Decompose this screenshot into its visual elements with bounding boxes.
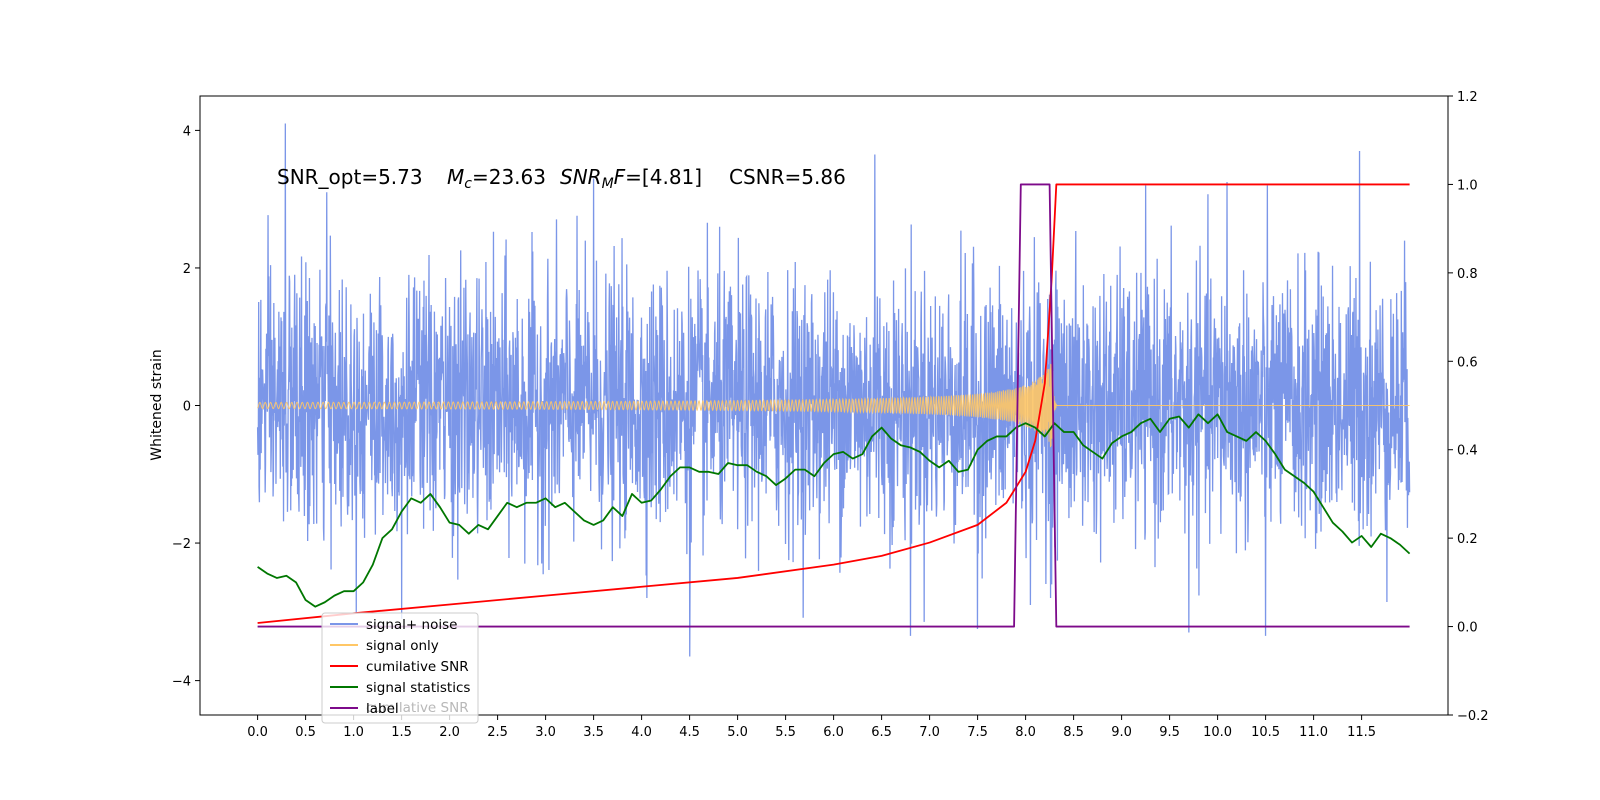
series-signal-statistics [257, 413, 1411, 608]
annotation-mc: Mc=23.63 [447, 165, 546, 192]
annotation-mc-value: =23.63 [472, 165, 546, 189]
x-tick-label: 8.0 [1015, 725, 1036, 740]
annotation-snr-mf-f: F [614, 165, 626, 189]
x-tick-label: 0.0 [247, 725, 268, 740]
legend-ghost-text: cumilative SNR [366, 700, 469, 716]
legend-entry-label: signal statistics [366, 680, 470, 696]
x-tick-label: 3.0 [535, 725, 556, 740]
y-axis-right: 1.2 1.0 0.8 0.6 0.4 0.2 0.0 −0.2 [1448, 90, 1489, 724]
y2-tick-label: 1.0 [1457, 178, 1478, 193]
legend-entry-label: label [366, 701, 399, 717]
annotation: SNR_opt=5.73 Mc=23.63 SNRMF=[4.81] CSNR=… [277, 165, 846, 192]
annotation-snr-mf: SNRMF=[4.81] [560, 165, 702, 192]
legend-entry-label: cumilative SNR [366, 659, 469, 675]
x-tick-label: 2.5 [487, 725, 508, 740]
annotation-mc-symbol: M [447, 165, 464, 189]
annotation-csnr: CSNR=5.86 [729, 165, 846, 189]
y2-tick-label: −0.2 [1457, 709, 1489, 724]
x-tick-label: 0.5 [295, 725, 316, 740]
legend-entries: signal+ noise signal only cumilative SNR si… [330, 617, 470, 717]
x-tick-label: 1.5 [391, 725, 412, 740]
y2-tick-label: 0.4 [1457, 444, 1478, 459]
series-signal-only [257, 363, 1410, 448]
legend-box [321, 612, 479, 724]
x-axis: 0.0 0.5 1.0 1.5 2.0 2.5 3.0 3.5 4.0 4.5 5.0 5.5 6.0 6… [247, 715, 1376, 740]
series-signal-noise [256, 123, 1411, 657]
y2-tick-label: 1.2 [1457, 90, 1478, 105]
x-tick-label: 4.5 [679, 725, 700, 740]
annotation-mc-sub: c [464, 176, 472, 192]
y2-tick-label: 0.8 [1457, 267, 1478, 282]
x-tick-label: 5.5 [775, 725, 796, 740]
y-axis-left: 4 2 0 −2 −4 [172, 124, 200, 690]
y-axis-label: Whitened strain [149, 349, 165, 460]
annotation-snr-mf-symbol: SNR [560, 165, 602, 189]
y-tick-label: 2 [183, 262, 191, 277]
x-tick-label: 11.0 [1299, 725, 1328, 740]
x-tick-label: 8.5 [1063, 725, 1084, 740]
plot-series-layer [256, 123, 1411, 657]
x-tick-label: 11.5 [1347, 725, 1376, 740]
x-tick-label: 9.5 [1159, 725, 1180, 740]
y2-tick-label: 0.6 [1457, 355, 1478, 370]
y-tick-label: 0 [183, 400, 191, 415]
y-tick-label: 4 [183, 124, 191, 139]
x-tick-label: 4.0 [631, 725, 652, 740]
annotation-snr-mf-value: =[4.81] [625, 165, 702, 189]
x-tick-label: 6.0 [823, 725, 844, 740]
x-tick-label: 10.0 [1203, 725, 1232, 740]
x-tick-label: 3.5 [583, 725, 604, 740]
legend-entry-label: signal+ noise [366, 617, 457, 633]
x-tick-label: 7.0 [919, 725, 940, 740]
x-tick-label: 7.5 [967, 725, 988, 740]
y2-tick-label: 0.0 [1457, 621, 1478, 636]
y2-tick-label: 0.2 [1457, 532, 1478, 547]
x-tick-label: 5.0 [727, 725, 748, 740]
x-tick-label: 10.5 [1251, 725, 1280, 740]
y-tick-label: −2 [172, 537, 191, 552]
annotation-snr-mf-sub: M [602, 176, 614, 192]
x-tick-label: 2.0 [439, 725, 460, 740]
series-cumulative-snr [257, 183, 1410, 624]
y-tick-label: −4 [172, 675, 191, 690]
series-label [257, 183, 1410, 628]
annotation-snr-opt: SNR_opt=5.73 [277, 165, 423, 189]
legend-entry-label: signal only [366, 638, 439, 654]
x-tick-label: 1.0 [343, 725, 364, 740]
x-tick-label: 6.5 [871, 725, 892, 740]
x-tick-label: 9.0 [1111, 725, 1132, 740]
legend: cumilative SNR signal+ noise signal only c… [321, 612, 479, 724]
